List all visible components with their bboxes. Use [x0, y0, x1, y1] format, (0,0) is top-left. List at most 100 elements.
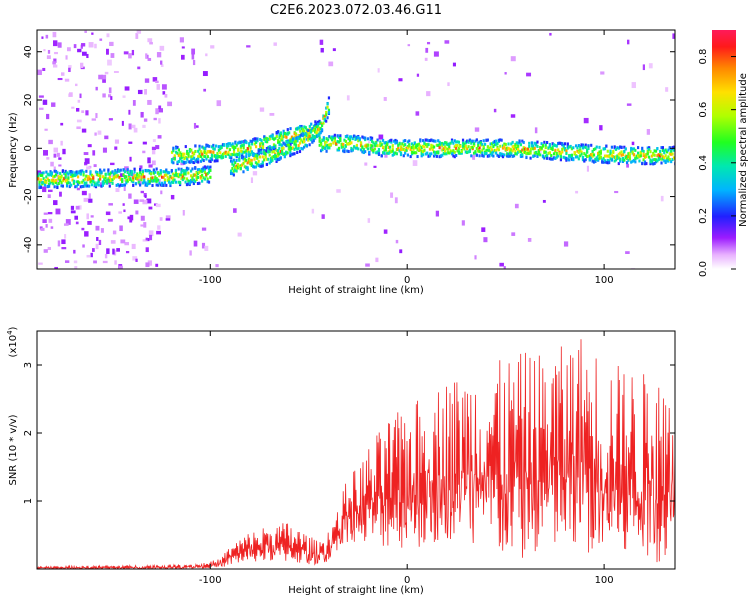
spectrogram-ridge-mark	[283, 131, 287, 135]
spectrogram-ridge-mark	[114, 171, 117, 175]
spectrogram-ridge-mark	[229, 172, 233, 176]
spectrogram-ridge-mark	[495, 139, 498, 143]
spectrogram-ridge-mark	[603, 154, 607, 158]
spectrogram-marks	[37, 30, 675, 269]
spectrogram-ridge-mark	[477, 144, 480, 148]
spectrogram-ridge-mark	[242, 157, 245, 161]
spectrogram-ridge-mark	[145, 183, 149, 187]
spectrogram-ridge-mark	[242, 155, 245, 159]
spectrogram-noise-mark	[46, 113, 50, 120]
spectrogram-noise-mark	[158, 108, 163, 113]
spectrogram-ridge-mark	[274, 155, 277, 159]
spectrogram-ridge-mark	[511, 140, 514, 144]
spectrogram-ridge-mark	[224, 150, 227, 154]
spectrogram-ridge-mark	[342, 142, 345, 146]
spectrogram-ridge-mark	[234, 161, 237, 165]
spectrogram-ridge-mark	[599, 156, 602, 160]
spectrogram-noise-mark	[80, 62, 84, 69]
spectrogram-ridge-mark	[308, 134, 311, 138]
spectrogram-ridge-mark	[46, 184, 49, 188]
spectrogram-ridge-mark	[231, 145, 234, 149]
spectrogram-ridge-mark	[438, 155, 441, 159]
spectrogram-ridge-mark	[337, 146, 341, 150]
spectrogram-ridge-mark	[126, 168, 129, 172]
spectrogram-ridge-mark	[133, 167, 136, 171]
spectrogram-ridge-mark	[266, 140, 269, 144]
spectrogram-ridge-mark	[580, 152, 583, 156]
spectrogram-ridge-mark	[474, 150, 477, 154]
spectrogram-ridge-mark	[147, 182, 150, 186]
spectrogram-ridge-mark	[315, 125, 318, 129]
spectrogram-ridge-mark	[404, 149, 407, 153]
spectrogram-noise-mark	[76, 119, 82, 123]
spectrogram-ridge-mark	[577, 157, 580, 161]
spectrogram-ridge-mark	[612, 151, 615, 155]
spectrogram-ridge-mark	[528, 150, 531, 154]
spectrogram-ridge-mark	[197, 155, 200, 159]
spectrogram-ridge-mark	[609, 152, 612, 156]
spectrogram-ridge-mark	[187, 160, 190, 164]
spectrogram-ridge-mark	[514, 145, 517, 149]
spectrogram-ridge-mark	[60, 184, 63, 188]
spectrogram-ridge-mark	[424, 152, 427, 156]
spectrogram-noise-mark	[151, 160, 156, 166]
spectrogram-noise-mark	[461, 220, 465, 226]
spectrogram-ridge-mark	[213, 154, 216, 158]
spectrogram-ridge-mark	[259, 144, 262, 148]
spectrogram-ridge-mark	[333, 136, 336, 140]
spectrogram-noise-mark	[63, 223, 69, 226]
spectrogram-ridge-mark	[472, 142, 476, 146]
spectrogram-ridge-mark	[350, 135, 353, 139]
spectrogram-ridge-mark	[321, 138, 324, 142]
spectrogram-ridge-mark	[588, 154, 591, 158]
spectrogram-ridge-mark	[497, 138, 500, 142]
spectrogram-noise-mark	[46, 157, 50, 160]
spectrogram-noise-mark	[92, 248, 95, 252]
spectrogram-ridge-mark	[369, 146, 372, 150]
spectrogram-ridge-mark	[183, 161, 186, 165]
spectrogram-ridge-mark	[179, 154, 182, 158]
spectrogram-ridge-mark	[250, 142, 254, 146]
spectrogram-ridge-mark	[559, 155, 563, 159]
spectrogram-noise-mark	[66, 47, 71, 52]
spectrogram-ridge-mark	[121, 183, 124, 187]
spectrogram-noise-mark	[152, 139, 156, 142]
spectrogram-noise-mark	[204, 245, 209, 251]
spectrogram-ridge-mark	[234, 141, 237, 145]
spectrogram-ridge-mark	[663, 149, 666, 153]
spectrogram-noise-mark	[64, 260, 70, 263]
spectrogram-ridge-mark	[198, 170, 201, 174]
spectrogram-ridge-mark	[472, 144, 476, 148]
spectrogram-ridge-mark	[150, 177, 153, 181]
spectrogram-ridge-mark	[68, 171, 71, 175]
spectrogram-ridge-mark	[506, 146, 509, 150]
spectrogram-ridge-mark	[235, 166, 238, 170]
spectrogram-ridge-mark	[317, 127, 320, 131]
spectrogram-ridge-mark	[74, 171, 77, 175]
spectrogram-ridge-mark	[641, 148, 644, 152]
spectrogram-ridge-mark	[235, 155, 238, 159]
spectrogram-ridge-mark	[42, 181, 45, 185]
spectrogram-ridge-mark	[330, 137, 334, 141]
spectrogram-ridge-mark	[660, 157, 663, 161]
spectrogram-ridge-mark	[668, 152, 671, 156]
spectrogram-noise-mark	[108, 87, 112, 94]
spectrogram-ridge-mark	[464, 144, 467, 148]
spectrogram-ridge-mark	[346, 135, 349, 139]
spectrogram-ridge-mark	[292, 152, 295, 156]
spectrogram-ridge-mark	[191, 179, 194, 183]
spectrogram-ridge-mark	[248, 144, 251, 148]
spectrogram-ridge-mark	[235, 164, 238, 168]
spectrogram-ridge-mark	[202, 150, 205, 154]
spectrogram-ridge-mark	[217, 148, 220, 152]
spectrogram-ridge-mark	[337, 148, 341, 152]
spectrogram-ridge-mark	[254, 145, 258, 149]
spectrogram-ridge-mark	[347, 142, 350, 146]
spectrogram-noise-mark	[88, 193, 91, 199]
spectrogram-ridge-mark	[190, 169, 193, 173]
spectrogram-ridge-mark	[278, 133, 281, 137]
spectrogram-noise-mark	[144, 89, 147, 95]
spectrogram-ridge-mark	[228, 142, 231, 146]
spectrogram-ridge-mark	[170, 150, 174, 154]
spectrogram-noise-mark	[106, 179, 111, 185]
